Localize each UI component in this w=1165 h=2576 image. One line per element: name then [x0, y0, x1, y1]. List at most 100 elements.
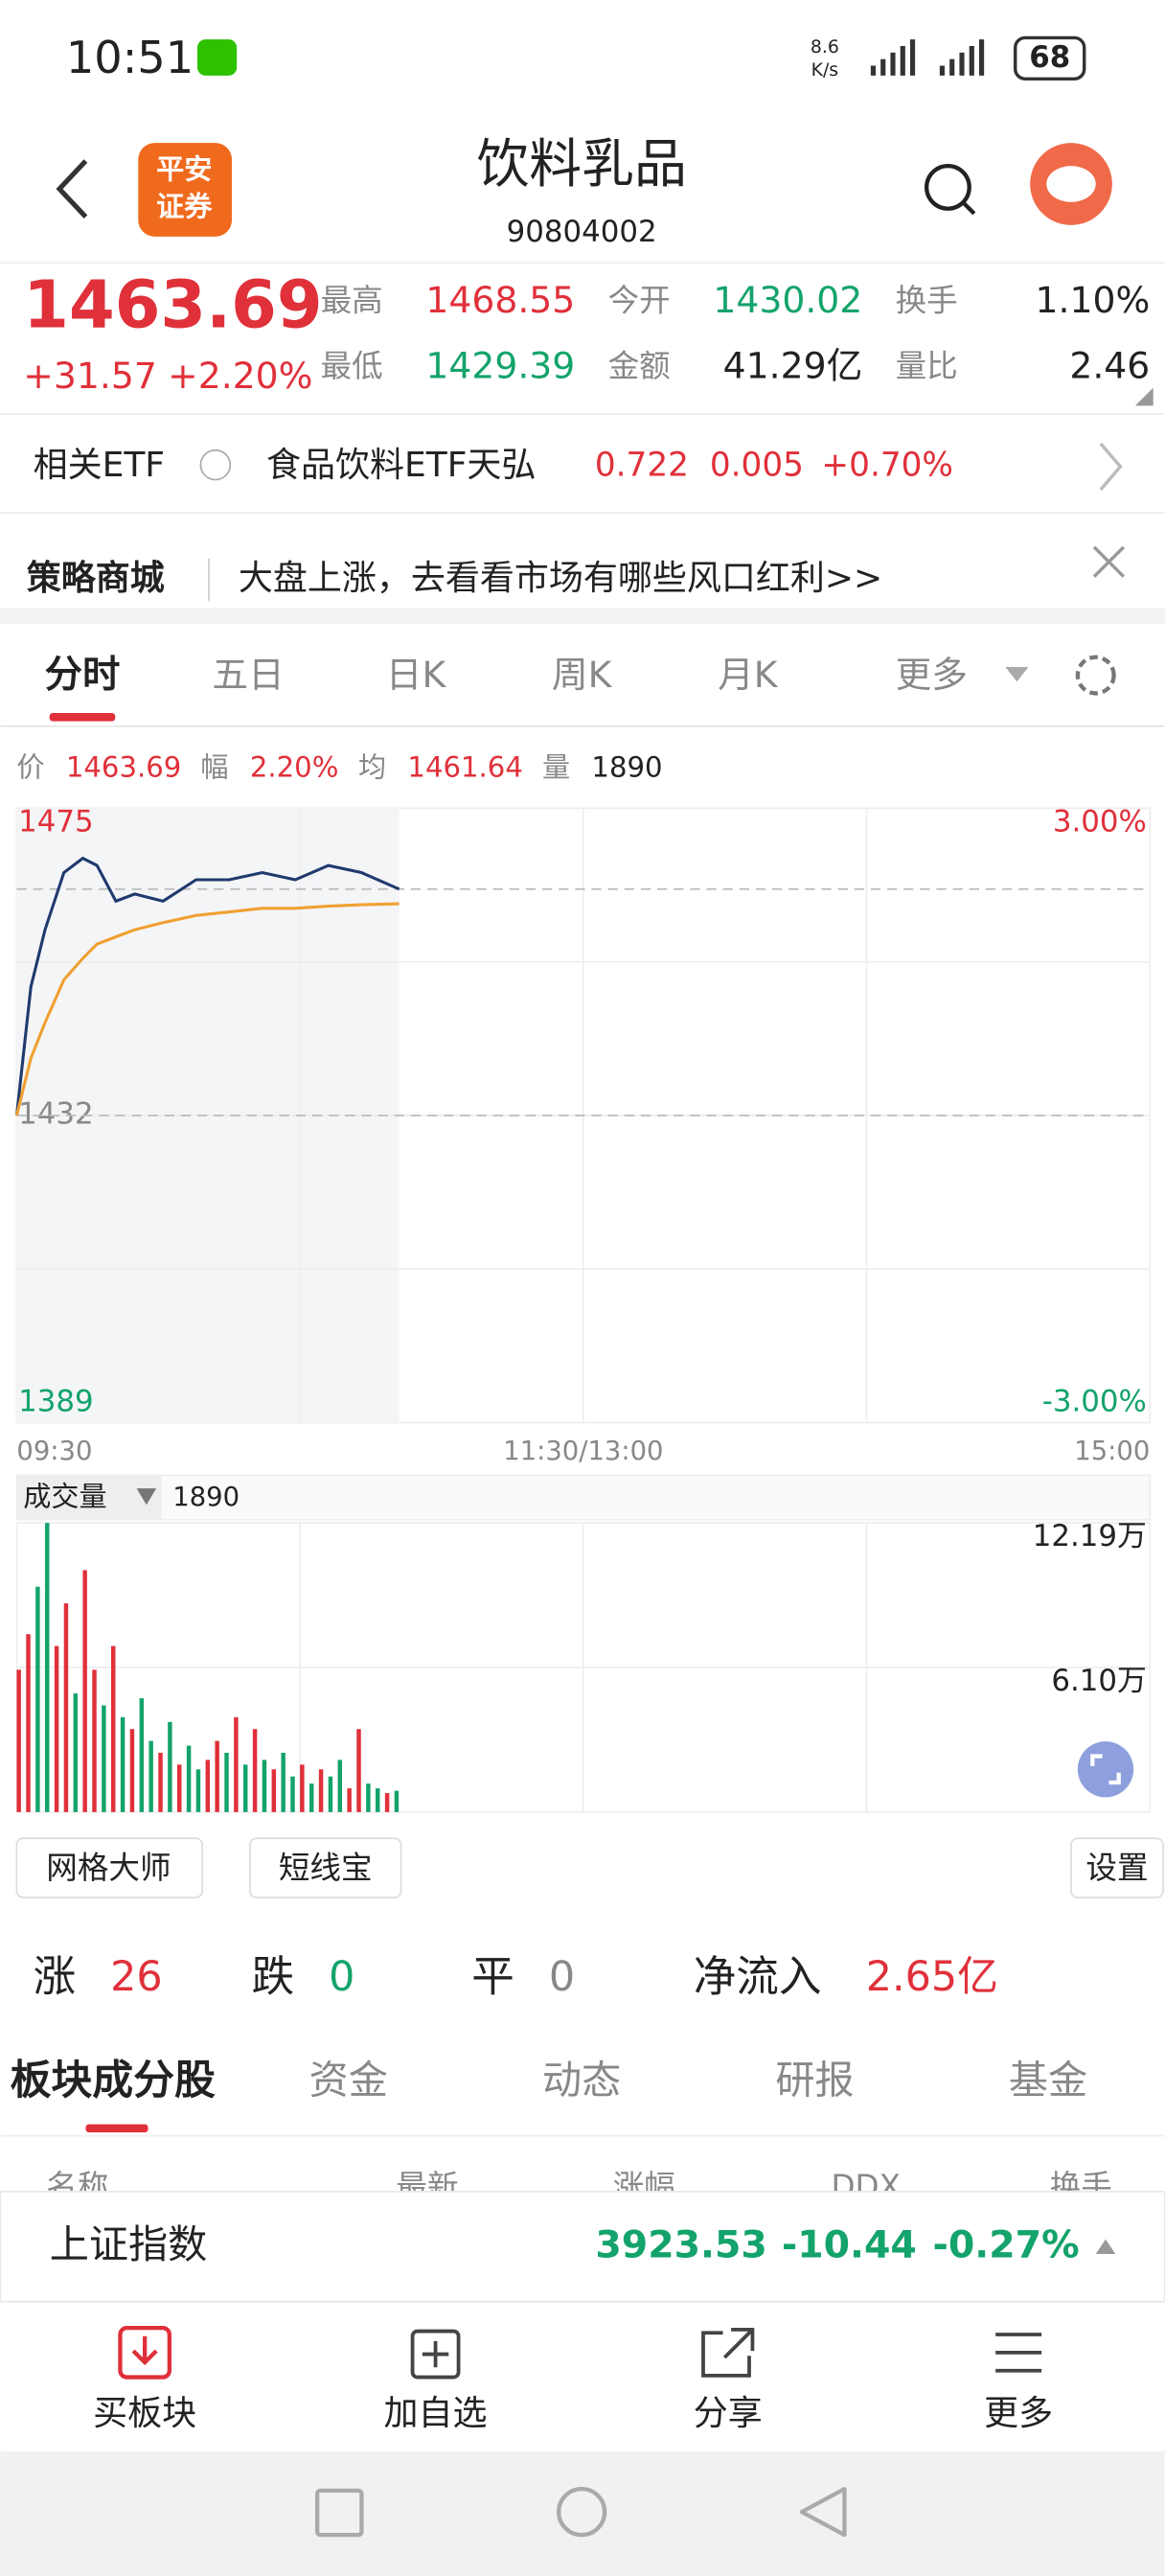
volume-bar: [186, 1745, 192, 1812]
field-value: 1429.39: [425, 345, 575, 387]
chart-tab[interactable]: 更多: [896, 654, 968, 696]
nav-icon-plus: [422, 2340, 449, 2368]
breadth-label: 净流入: [694, 1952, 822, 2002]
breadth-value: 26: [110, 1953, 163, 2001]
etf-change: 0.005: [710, 446, 804, 484]
settings-button[interactable]: [1075, 655, 1116, 696]
volume-bar: [168, 1721, 172, 1812]
recents-button[interactable]: [315, 2488, 364, 2538]
index-code: 90804002: [507, 215, 657, 249]
nav-icon: [410, 2329, 461, 2380]
volume-bar: [366, 1783, 371, 1812]
nav-item[interactable]: 分享: [694, 2327, 763, 2433]
volume-bar: [384, 1793, 390, 1812]
volume-bar: [347, 1788, 352, 1812]
battery-level: 68: [1029, 40, 1070, 75]
volume-bar: [148, 1740, 153, 1812]
tool-label: 设置: [1085, 1850, 1148, 1886]
field-label: 金额: [608, 348, 671, 384]
avatar-face: [1046, 166, 1096, 202]
volume-bar: [328, 1776, 333, 1812]
info-value: 1463.69: [66, 750, 181, 783]
chart-tab[interactable]: 五日: [212, 654, 284, 696]
net-unit: K/s: [811, 60, 839, 80]
chevron: [1099, 442, 1123, 491]
fullscreen-button[interactable]: [1077, 1741, 1134, 1798]
page-title: 饮料乳品: [476, 133, 686, 195]
volume-bar: [215, 1740, 219, 1812]
volume-bar: [281, 1752, 286, 1812]
volume-bar: [252, 1729, 258, 1812]
list-tab[interactable]: 基金: [1009, 2058, 1087, 2104]
price-change-pct: +2.20%: [168, 355, 312, 397]
volume-bar: [54, 1645, 59, 1812]
volume-bar: [290, 1776, 295, 1812]
clock: 10:51: [66, 32, 194, 83]
volume-selector[interactable]: [16, 1475, 162, 1520]
etf-name: 食品饮料ETF天弘: [266, 446, 536, 485]
wechat-icon: [197, 39, 238, 76]
volume-bar: [243, 1764, 248, 1812]
index-name: 上证指数: [50, 2221, 208, 2267]
field-value: 41.29亿: [723, 345, 863, 387]
list-tab[interactable]: 资金: [309, 2058, 388, 2104]
chart-tab[interactable]: 日K: [386, 654, 447, 696]
app-logo: [138, 143, 232, 237]
volume-bar: [16, 1669, 21, 1812]
tool-button[interactable]: [15, 1837, 204, 1898]
tool-button[interactable]: [249, 1837, 402, 1898]
dropdown-arrow: [1005, 667, 1029, 682]
volume-bar: [318, 1769, 324, 1812]
volume-bar: [356, 1729, 361, 1812]
y-tick-label: 6.10万: [1051, 1664, 1147, 1698]
x-tick-label: 09:30: [16, 1437, 92, 1466]
info-value: 1461.64: [407, 750, 522, 783]
list-tab[interactable]: 板块成分股: [11, 2057, 216, 2104]
search-handle: [961, 200, 976, 216]
volume-latest: 1890: [172, 1483, 240, 1512]
chart-tab[interactable]: 分时: [45, 653, 121, 697]
volume-header: [15, 1474, 1152, 1521]
volume-bar: [177, 1764, 182, 1812]
volume-bar: [394, 1790, 400, 1812]
etf-row[interactable]: 相关ETF 食品饮料ETF天弘 0.722 0.005 +0.70%: [34, 442, 1123, 491]
search-button[interactable]: [925, 164, 971, 211]
nav-item[interactable]: 更多: [984, 2333, 1053, 2433]
back-nav-button[interactable]: [799, 2486, 847, 2538]
chart-tab[interactable]: 月K: [718, 654, 779, 696]
expand-arrow: [1095, 2239, 1116, 2254]
nav-label: 买板块: [93, 2394, 196, 2433]
volume-bar: [63, 1603, 69, 1812]
info-value: 2.20%: [250, 750, 339, 783]
signal-icons: [870, 39, 985, 76]
list-tab[interactable]: 研报: [775, 2058, 854, 2104]
home-button[interactable]: [557, 2486, 607, 2538]
nav-item[interactable]: 加自选: [384, 2329, 488, 2433]
volume-bar: [337, 1760, 343, 1812]
chart-tab[interactable]: 周K: [552, 654, 613, 696]
volume-bar: [139, 1698, 145, 1812]
nav-label: 更多: [984, 2394, 1053, 2433]
list-tab[interactable]: 动态: [542, 2058, 621, 2104]
x-tick-label: 11:30/13:00: [503, 1437, 663, 1466]
logo-text: 平安: [156, 152, 212, 185]
price-chart: 1389 1432 1475 -3.00% 3.00% 09:30 11:30/13:00 1…: [14, 804, 1152, 1466]
tool-button[interactable]: [1070, 1837, 1164, 1898]
nav-item[interactable]: 买板块: [93, 2326, 196, 2433]
banner-text[interactable]: 大盘上涨，去看看市场有哪些风口红利>>: [239, 559, 882, 598]
system-nav: [0, 2450, 1165, 2576]
field-value: 1.10%: [1036, 279, 1151, 321]
index-bar[interactable]: [0, 2191, 1165, 2303]
average-line: [14, 902, 400, 1116]
volume-bar: [26, 1634, 31, 1812]
volume-bar: [73, 1693, 79, 1812]
back-button[interactable]: [56, 159, 88, 219]
field-label: 量比: [896, 348, 958, 384]
volume-bar: [234, 1716, 239, 1812]
volume-bar: [300, 1764, 305, 1812]
banner-tag: 策略商城: [27, 559, 165, 598]
close-button[interactable]: [1092, 545, 1126, 578]
volume-title: 成交量: [23, 1480, 106, 1512]
info-label: 价: [16, 750, 44, 783]
